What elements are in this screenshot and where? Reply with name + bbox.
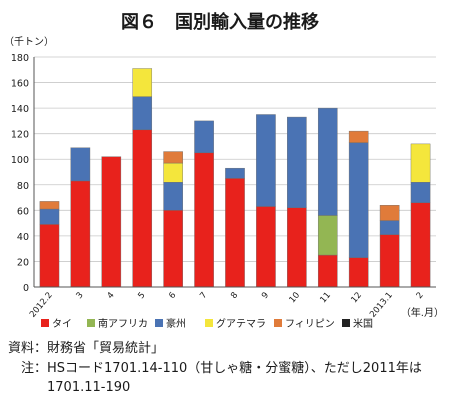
bars — [39, 68, 431, 288]
bar-segment — [39, 201, 60, 210]
bar-segment — [132, 129, 153, 288]
bar-segment — [163, 151, 183, 164]
legend-label: 豪州 — [166, 317, 186, 330]
chart-title: 図６ 国別輸入量の推移 — [121, 11, 319, 33]
bar-segment — [39, 224, 60, 288]
x-tick-label: 10 — [288, 291, 303, 306]
x-tick-label: 11 — [318, 291, 333, 306]
legend-swatch — [155, 319, 163, 327]
bar-segment — [348, 257, 369, 288]
y-tick-label: 140 — [11, 104, 29, 115]
x-tick-label: 2 — [415, 291, 426, 302]
y-tick-label: 100 — [11, 155, 29, 166]
x-tick-label: 3 — [75, 291, 86, 302]
bar-segment — [163, 210, 183, 288]
bar-segment — [348, 130, 369, 143]
x-tick-label: 8 — [229, 291, 240, 302]
legend: タイ 南アフリカ 豪州 グアテマラ フィリピン 米国 — [41, 317, 373, 330]
x-axis-unit-label: （年.月） — [401, 306, 444, 319]
bar-segment — [194, 152, 214, 288]
axes — [33, 57, 436, 288]
bar-segment — [194, 120, 214, 154]
x-tick-label: 7 — [198, 291, 209, 302]
legend-swatch — [87, 319, 95, 327]
bar-segment — [379, 234, 400, 288]
x-tick-label: 6 — [167, 291, 178, 302]
bar-segment — [132, 96, 153, 131]
bar-segment — [70, 147, 91, 182]
y-tick-label: 0 — [23, 283, 29, 294]
bar-segment — [348, 142, 369, 258]
bar-segment — [287, 207, 307, 288]
y-tick-label: 180 — [11, 53, 29, 64]
bar-segment — [379, 205, 400, 221]
x-tick-label: 12 — [349, 291, 364, 306]
bar-segment — [101, 156, 122, 288]
y-tick-label: 20 — [17, 257, 29, 268]
bar-segment — [256, 114, 276, 207]
y-tick-label: 40 — [17, 232, 29, 243]
legend-label: フィリピン — [285, 318, 335, 330]
bar-segment — [132, 68, 153, 97]
x-tick-label: 4 — [105, 291, 116, 302]
y-tick-label: 160 — [11, 79, 29, 90]
bar-segment — [287, 116, 307, 208]
bar-segment — [256, 206, 276, 288]
bar-segment — [317, 215, 338, 256]
bar-segment — [163, 182, 183, 211]
x-tick-label: 9 — [260, 291, 271, 302]
legend-swatch — [41, 319, 49, 327]
legend-swatch — [342, 319, 350, 327]
x-tick-labels: 2012.2 3 4 5 6 7 8 9 10 11 12 2013.1 2 — [28, 291, 426, 320]
y-tick-labels: 0 20 40 60 80 100 120 140 160 180 — [11, 53, 29, 294]
bar-segment — [410, 182, 431, 203]
bar-segment — [317, 254, 338, 288]
gridlines — [34, 56, 436, 262]
y-axis-unit-label: （千トン） — [4, 36, 54, 48]
bar-segment — [379, 220, 400, 235]
y-tick-label: 60 — [17, 206, 29, 217]
bar-segment — [70, 180, 91, 288]
source-note: 資料：財務省「貿易統計」 — [8, 341, 165, 356]
x-tick-label: 2012.2 — [28, 291, 55, 320]
footnote: 注：HSコード1701.14-110（甘しゃ糖・分蜜糖）、ただし2011年は — [8, 361, 422, 376]
bar-segment — [225, 178, 245, 288]
bar-segment — [410, 202, 431, 288]
bar-segment — [225, 167, 245, 179]
y-tick-label: 120 — [11, 130, 29, 141]
bar-segment — [39, 208, 60, 225]
bar-segment — [163, 162, 183, 183]
legend-label: 米国 — [353, 317, 373, 330]
y-tick-label: 80 — [17, 181, 29, 192]
legend-label: 南アフリカ — [98, 317, 148, 330]
legend-swatch — [205, 319, 213, 327]
bar-segment — [410, 143, 431, 183]
bar-segment — [317, 107, 338, 216]
legend-swatch — [274, 319, 282, 327]
footnote-continued: 1701.11-190 — [8, 380, 131, 395]
legend-label: グアテマラ — [216, 317, 266, 330]
x-tick-label: 2013.1 — [368, 291, 395, 320]
legend-label: タイ — [52, 318, 72, 330]
x-tick-label: 5 — [136, 291, 147, 302]
